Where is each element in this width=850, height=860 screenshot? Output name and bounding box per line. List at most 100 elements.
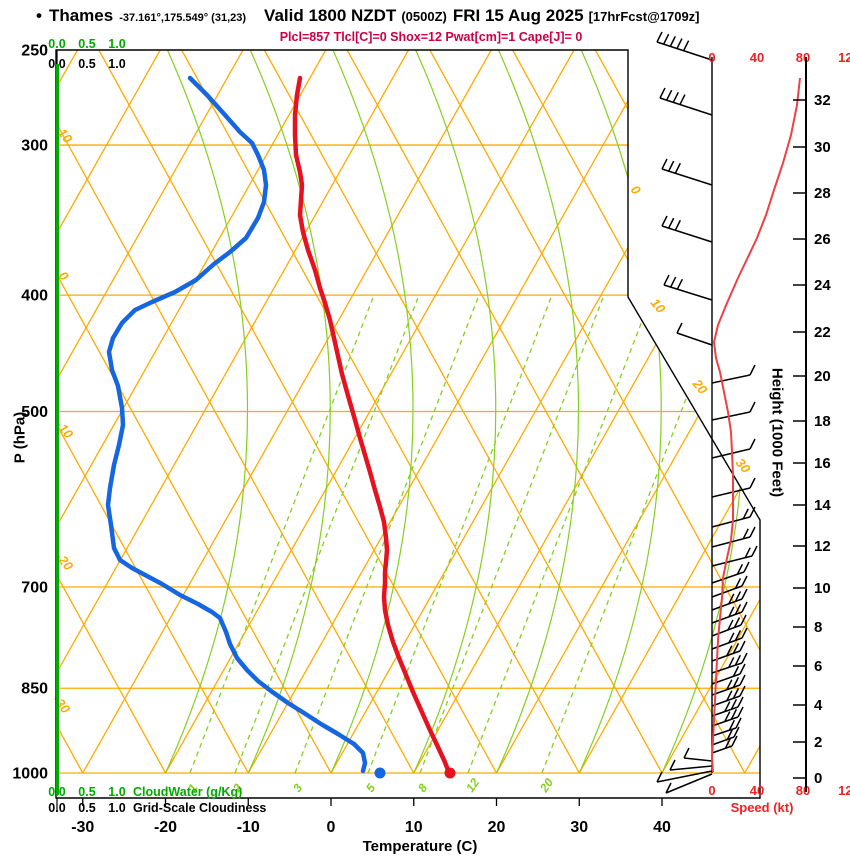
svg-text:0: 0 xyxy=(327,819,336,836)
wind-barbs xyxy=(656,31,758,794)
svg-text:20: 20 xyxy=(814,368,831,385)
wind-barb xyxy=(711,614,747,637)
svg-text:0.5: 0.5 xyxy=(78,801,95,815)
svg-text:30: 30 xyxy=(733,455,754,476)
svg-text:0.0: 0.0 xyxy=(48,801,65,815)
svg-text:-30: -30 xyxy=(50,692,74,717)
wind-barb xyxy=(656,770,713,783)
station-coordinates: -37.161°,175.549° (31,23) xyxy=(119,12,247,24)
wind-barb xyxy=(711,685,746,707)
svg-text:0: 0 xyxy=(708,783,715,798)
wind-barb xyxy=(711,364,756,384)
wind-barb xyxy=(711,477,756,498)
svg-text:500: 500 xyxy=(21,404,48,421)
svg-text:1.0: 1.0 xyxy=(108,37,125,51)
svg-text:400: 400 xyxy=(21,288,48,305)
wind-barb xyxy=(711,696,744,717)
svg-text:1.0: 1.0 xyxy=(108,57,125,71)
svg-text:0: 0 xyxy=(814,770,822,787)
stability-indices: Plcl=857 Tlcl[C]=0 Shox=12 Pwat[cm]=1 Ca… xyxy=(279,30,583,44)
svg-text:30: 30 xyxy=(570,819,588,836)
valid-time: Valid 1800 NZDT xyxy=(264,6,397,25)
svg-text:850: 850 xyxy=(21,681,48,698)
height-axis-title: Height (1000 Feet) xyxy=(768,367,786,498)
wind-barb xyxy=(711,601,748,624)
surface-temperature-dot xyxy=(444,767,456,779)
svg-text:28: 28 xyxy=(814,185,831,202)
valid-date: FRI 15 Aug 2025 xyxy=(452,6,584,25)
svg-text:120: 120 xyxy=(838,50,850,65)
wind-barb xyxy=(669,759,713,771)
wind-barb xyxy=(661,158,713,186)
svg-text:12: 12 xyxy=(814,538,831,555)
svg-text:0.5: 0.5 xyxy=(78,57,95,71)
station-bullet-icon: • xyxy=(36,6,42,25)
wind-barb xyxy=(711,674,746,696)
dewpoint-curve xyxy=(105,75,368,774)
wind-barb xyxy=(711,561,750,584)
svg-text:12: 12 xyxy=(463,775,482,794)
svg-text:0: 0 xyxy=(628,182,645,198)
mixing-ratio-lines xyxy=(189,294,727,773)
plot-frame xyxy=(55,49,761,812)
svg-text:30: 30 xyxy=(814,139,831,156)
pressure-tick-labels: 250 300 400 500 700 850 1000 xyxy=(12,43,48,783)
svg-text:1.0: 1.0 xyxy=(108,801,125,815)
svg-text:300: 300 xyxy=(21,138,48,155)
svg-text:40: 40 xyxy=(750,783,764,798)
cloudwater-axis-title: CloudWater (g/Kg) xyxy=(133,785,243,799)
wind-barb xyxy=(665,773,713,794)
svg-text:40: 40 xyxy=(653,819,671,836)
svg-text:26: 26 xyxy=(814,231,831,248)
temperature-tick-labels: -30 -20 -10 0 10 20 30 40 xyxy=(71,819,671,836)
svg-text:18: 18 xyxy=(814,413,831,430)
svg-text:8: 8 xyxy=(415,781,430,795)
cloudiness-axis-title: Grid-Scale Cloudiness xyxy=(133,801,267,815)
svg-text:20: 20 xyxy=(536,775,556,795)
svg-text:20: 20 xyxy=(488,819,506,836)
wind-barb xyxy=(661,215,713,243)
svg-text:20: 20 xyxy=(689,376,711,398)
title-bar: • Thames -37.161°,175.549° (31,23) Valid… xyxy=(36,6,706,26)
svg-text:700: 700 xyxy=(21,579,48,596)
svg-text:10: 10 xyxy=(814,580,831,597)
svg-text:6: 6 xyxy=(814,658,822,675)
svg-text:80: 80 xyxy=(796,783,810,798)
station-name: Thames xyxy=(48,6,114,25)
svg-text:8: 8 xyxy=(814,619,822,636)
wind-barb xyxy=(711,545,758,567)
svg-text:0: 0 xyxy=(708,50,715,65)
temperature-axis-title: Temperature (C) xyxy=(362,838,478,855)
svg-text:10: 10 xyxy=(405,819,423,836)
wind-barb xyxy=(711,506,756,528)
svg-text:0.0: 0.0 xyxy=(48,37,65,51)
surface-dewpoint-dot xyxy=(374,767,386,779)
wind-barb xyxy=(656,31,713,61)
wind-barb xyxy=(711,726,740,746)
svg-text:80: 80 xyxy=(796,50,810,65)
pressure-axis-title: P (hPa) xyxy=(11,411,29,464)
svg-text:-20: -20 xyxy=(154,819,177,836)
speed-axis-title: Speed (kt) xyxy=(730,800,794,815)
svg-text:250: 250 xyxy=(21,43,48,60)
temperature-curve xyxy=(292,75,451,773)
svg-text:10: 10 xyxy=(648,295,669,316)
svg-text:1000: 1000 xyxy=(12,766,48,783)
svg-text:5: 5 xyxy=(363,781,378,795)
wind-barb xyxy=(663,274,713,301)
svg-text:0.5: 0.5 xyxy=(78,785,95,799)
wind-barb xyxy=(659,87,713,116)
svg-text:2: 2 xyxy=(814,734,822,751)
svg-text:3: 3 xyxy=(290,781,305,795)
svg-text:40: 40 xyxy=(750,50,764,65)
forecast-hour: [17hrFcst@1709z] xyxy=(588,9,700,24)
svg-text:120: 120 xyxy=(838,783,850,798)
wind-barb xyxy=(711,401,756,421)
svg-text:22: 22 xyxy=(814,324,831,341)
svg-text:24: 24 xyxy=(814,277,831,294)
cloud-scale-rows: 0.00.00.00.00.50.50.50.51.01.01.01.0 xyxy=(48,37,125,815)
valid-zulu-time: (0500Z) xyxy=(401,9,447,24)
